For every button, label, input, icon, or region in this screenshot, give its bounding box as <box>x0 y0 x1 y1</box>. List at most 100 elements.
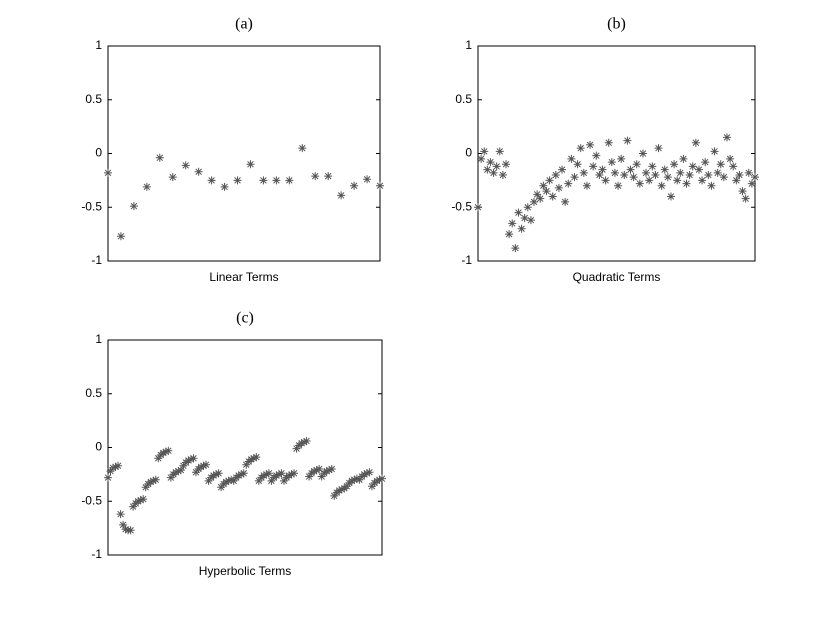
point <box>217 483 226 492</box>
point <box>564 179 573 188</box>
axes-frame <box>107 45 381 262</box>
point <box>111 462 120 471</box>
point <box>505 230 514 239</box>
point <box>227 475 236 484</box>
point <box>342 482 351 491</box>
point <box>610 168 619 177</box>
point <box>576 144 585 153</box>
point <box>729 162 738 171</box>
point <box>154 454 163 463</box>
point <box>660 165 669 174</box>
point <box>197 462 206 471</box>
point <box>533 190 542 199</box>
point <box>355 475 364 484</box>
point <box>579 168 588 177</box>
point <box>595 171 604 179</box>
point <box>325 466 334 475</box>
y-tick-label: 0 <box>95 146 102 160</box>
point <box>732 176 741 185</box>
point <box>685 171 694 179</box>
point <box>654 144 663 153</box>
point <box>114 461 123 470</box>
point <box>337 191 346 200</box>
point <box>141 483 150 492</box>
point <box>146 477 155 486</box>
point <box>287 470 296 479</box>
y-tick-label: -0.5 <box>451 199 472 213</box>
point <box>220 182 229 191</box>
point <box>222 477 231 486</box>
point <box>645 176 654 185</box>
point <box>347 476 356 485</box>
point <box>651 171 660 179</box>
point <box>104 473 112 482</box>
point <box>642 168 651 177</box>
point <box>592 151 601 160</box>
point <box>272 471 281 480</box>
point <box>363 175 372 184</box>
point <box>365 468 374 477</box>
point <box>694 165 703 174</box>
point <box>486 158 495 167</box>
point <box>632 160 641 169</box>
point <box>155 153 164 162</box>
point <box>474 203 482 212</box>
y-tick-label: 1 <box>465 38 472 52</box>
point <box>324 172 333 181</box>
point <box>495 147 504 156</box>
point <box>698 176 707 185</box>
x-axis-label: Quadratic Terms <box>573 270 661 284</box>
point <box>670 160 679 169</box>
point <box>212 470 221 479</box>
point <box>710 147 719 156</box>
point <box>214 469 223 478</box>
point <box>523 203 532 212</box>
point <box>312 466 321 475</box>
point <box>121 525 130 534</box>
point <box>741 194 750 203</box>
point <box>262 470 271 479</box>
panel-title: (b) <box>607 16 626 33</box>
point <box>109 463 118 472</box>
point <box>350 475 359 484</box>
point <box>242 460 251 469</box>
point <box>337 485 346 494</box>
point <box>492 162 501 171</box>
y-tick-label: 0 <box>465 146 472 160</box>
y-tick-label: 0.5 <box>85 386 102 400</box>
point <box>298 144 307 153</box>
point <box>126 526 135 535</box>
point <box>663 173 672 182</box>
point <box>305 472 314 481</box>
point <box>234 471 243 480</box>
point <box>207 176 216 185</box>
point <box>274 470 283 479</box>
point <box>551 171 560 179</box>
point <box>514 208 523 217</box>
point <box>542 187 551 196</box>
point <box>477 154 486 163</box>
point <box>598 165 607 174</box>
point <box>315 465 324 473</box>
y-tick-label: -1 <box>91 253 102 267</box>
point <box>367 482 376 491</box>
point <box>267 476 276 485</box>
point <box>310 467 319 476</box>
point <box>116 510 125 519</box>
point <box>317 472 326 481</box>
point <box>179 461 188 470</box>
y-tick-label: 0.5 <box>455 92 472 106</box>
point <box>614 181 623 190</box>
point <box>744 168 753 177</box>
point <box>673 176 682 185</box>
point <box>204 476 213 485</box>
point <box>136 496 145 505</box>
point <box>174 467 183 476</box>
point <box>691 138 700 147</box>
point <box>480 147 489 156</box>
point <box>517 224 526 233</box>
point <box>330 491 339 500</box>
point <box>607 158 616 167</box>
point <box>635 179 644 188</box>
